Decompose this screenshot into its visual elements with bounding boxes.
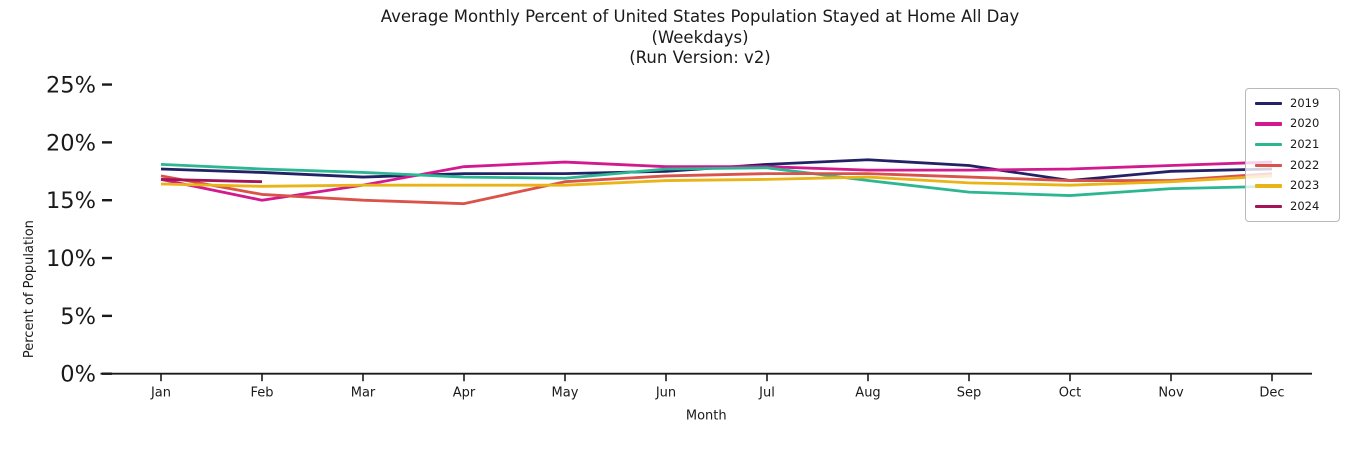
legend-swatch-2020 bbox=[1255, 122, 1282, 126]
x-tick-label-apr: Apr bbox=[453, 386, 476, 401]
y-tick-label-15: 15% bbox=[46, 188, 96, 214]
legend-swatch-2023 bbox=[1255, 184, 1282, 188]
legend-label-2021: 2021 bbox=[1290, 136, 1320, 151]
legend-label-2024: 2024 bbox=[1290, 198, 1320, 213]
x-tick-label-feb: Feb bbox=[250, 386, 273, 401]
y-tick-label-0: 0% bbox=[60, 362, 96, 388]
legend: 2019 2020 2021 2022 2023 2024 bbox=[1245, 88, 1340, 222]
y-tick-label-10: 10% bbox=[46, 246, 96, 272]
series-line-2022 bbox=[160, 172, 1273, 206]
legend-item-2020: 2020 bbox=[1255, 117, 1330, 131]
legend-item-2023: 2023 bbox=[1255, 179, 1330, 193]
x-tick-label-may: May bbox=[552, 386, 579, 401]
legend-swatch-2024 bbox=[1255, 204, 1282, 209]
y-tick-label-25: 25% bbox=[46, 73, 96, 99]
x-tick-label-sep: Sep bbox=[957, 386, 982, 401]
legend-label-2019: 2019 bbox=[1290, 95, 1320, 110]
legend-item-2021: 2021 bbox=[1255, 138, 1330, 152]
legend-swatch-2019 bbox=[1255, 101, 1282, 106]
legend-item-2019: 2019 bbox=[1255, 96, 1330, 110]
x-tick-label-jun: Jun bbox=[655, 386, 676, 401]
y-tick-label-20: 20% bbox=[46, 130, 96, 156]
x-tick-label-aug: Aug bbox=[855, 386, 880, 401]
chart-title-line1: Average Monthly Percent of United States… bbox=[380, 7, 1020, 26]
series-line-2024 bbox=[160, 177, 263, 184]
x-axis-label: Month bbox=[686, 409, 727, 424]
x-tick-label-jul: Jul bbox=[758, 386, 775, 401]
chart-title-line3: (Run Version: v2) bbox=[629, 48, 771, 67]
y-axis-label: Percent of Population bbox=[22, 220, 37, 358]
x-tick-label-jan: Jan bbox=[150, 386, 171, 401]
legend-label-2020: 2020 bbox=[1290, 116, 1320, 131]
chart-title-line2: (Weekdays) bbox=[651, 27, 749, 47]
x-tick-label-oct: Oct bbox=[1059, 386, 1081, 401]
legend-label-2022: 2022 bbox=[1290, 157, 1320, 172]
legend-swatch-2022 bbox=[1255, 163, 1282, 167]
legend-item-2022: 2022 bbox=[1255, 158, 1330, 172]
x-tick-label-mar: Mar bbox=[351, 386, 376, 401]
legend-swatch-2021 bbox=[1255, 142, 1282, 147]
x-tick-label-dec: Dec bbox=[1259, 386, 1284, 401]
series-line-2021 bbox=[160, 162, 1273, 197]
legend-item-2024: 2024 bbox=[1255, 200, 1330, 214]
series-line-2020 bbox=[160, 160, 1273, 202]
y-tick-label-5: 5% bbox=[60, 304, 96, 330]
legend-label-2023: 2023 bbox=[1290, 178, 1320, 193]
x-tick-label-nov: Nov bbox=[1158, 386, 1184, 401]
series-line-2023 bbox=[160, 174, 1273, 188]
chart-title: Average Monthly Percent of United States… bbox=[50, 7, 1350, 69]
